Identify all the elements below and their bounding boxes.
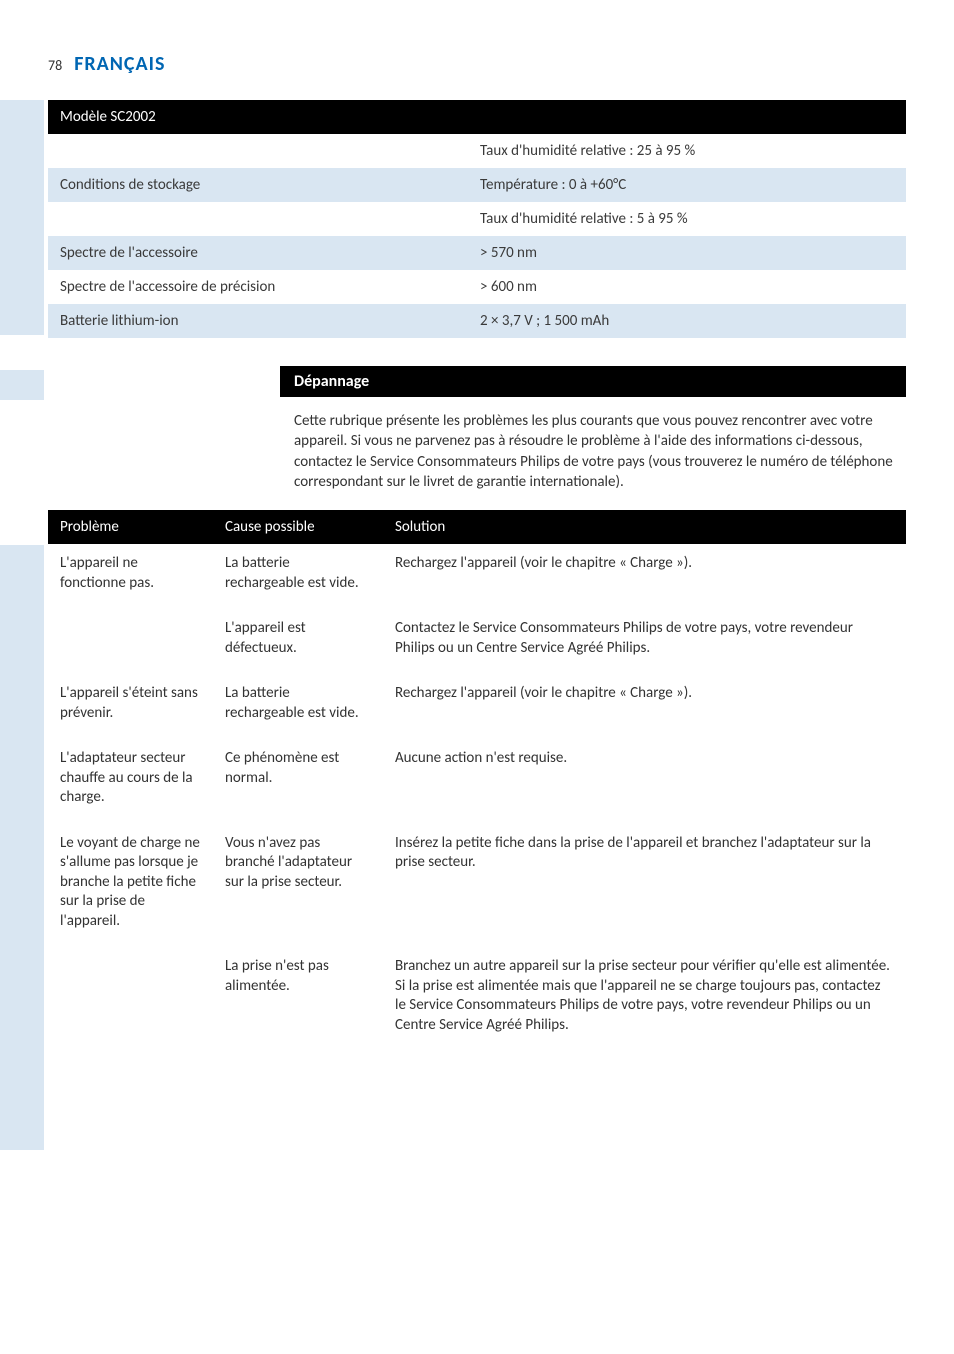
page-content: Modèle SC2002 Taux d'humidité relative :… (48, 100, 906, 1051)
cell-solution: Rechargez l'appareil (voir le chapitre «… (383, 544, 906, 609)
cell-problem (48, 609, 213, 674)
spec-label (48, 134, 468, 168)
section-title-wrap: Dépannage (48, 366, 906, 397)
th-cause: Cause possible (213, 510, 383, 544)
troubleshoot-row: L'appareil ne fonctionne pas.La batterie… (48, 544, 906, 609)
spec-label: Spectre de l'accessoire (48, 236, 468, 270)
spec-label: Conditions de stockage (48, 168, 468, 202)
language-title: FRANÇAIS (74, 52, 165, 76)
cell-cause: L'appareil est défectueux. (213, 609, 383, 674)
spec-label (48, 202, 468, 236)
troubleshoot-row: La prise n'est pas alimentée.Branchez un… (48, 947, 906, 1051)
spec-value: 2 × 3,7 V ; 1 500 mAh (468, 304, 906, 338)
spec-table: Modèle SC2002 Taux d'humidité relative :… (48, 100, 906, 338)
cell-solution: Aucune action n'est requise. (383, 739, 906, 824)
troubleshoot-row: Le voyant de charge ne s'allume pas lors… (48, 824, 906, 948)
cell-cause: La batterie rechargeable est vide. (213, 674, 383, 739)
spec-value: Taux d'humidité relative : 5 à 95 % (468, 202, 906, 236)
left-margin-marker-bottom (0, 545, 44, 1150)
cell-problem: L'appareil s'éteint sans prévenir. (48, 674, 213, 739)
troubleshoot-table: Problème Cause possible Solution L'appar… (48, 510, 906, 1051)
section-intro: Cette rubrique présente les problèmes le… (294, 411, 906, 492)
troubleshoot-row: L'appareil s'éteint sans prévenir.La bat… (48, 674, 906, 739)
cell-problem: L'appareil ne fonctionne pas. (48, 544, 213, 609)
cell-cause: La batterie rechargeable est vide. (213, 544, 383, 609)
troubleshoot-row: L'appareil est défectueux.Contactez le S… (48, 609, 906, 674)
spec-row: Spectre de l'accessoire de précision> 60… (48, 270, 906, 304)
spec-value: Température : 0 à +60°C (468, 168, 906, 202)
th-problem: Problème (48, 510, 213, 544)
left-margin-marker-mid (0, 370, 44, 400)
th-solution: Solution (383, 510, 906, 544)
spec-value: > 600 nm (468, 270, 906, 304)
cell-solution: Branchez un autre appareil sur la prise … (383, 947, 906, 1051)
cell-solution: Insérez la petite fiche dans la prise de… (383, 824, 906, 948)
spec-row: Taux d'humidité relative : 5 à 95 % (48, 202, 906, 236)
spec-row: Taux d'humidité relative : 25 à 95 % (48, 134, 906, 168)
spec-value: > 570 nm (468, 236, 906, 270)
spec-value: Taux d'humidité relative : 25 à 95 % (468, 134, 906, 168)
spec-label: Spectre de l'accessoire de précision (48, 270, 468, 304)
spec-label: Batterie lithium-ion (48, 304, 468, 338)
cell-problem: L'adaptateur secteur chauffe au cours de… (48, 739, 213, 824)
cell-cause: Vous n'avez pas branché l'adaptateur sur… (213, 824, 383, 948)
troubleshoot-row: L'adaptateur secteur chauffe au cours de… (48, 739, 906, 824)
spec-row: Conditions de stockageTempérature : 0 à … (48, 168, 906, 202)
cell-solution: Contactez le Service Consommateurs Phili… (383, 609, 906, 674)
cell-cause: La prise n'est pas alimentée. (213, 947, 383, 1051)
cell-solution: Rechargez l'appareil (voir le chapitre «… (383, 674, 906, 739)
cell-problem: Le voyant de charge ne s'allume pas lors… (48, 824, 213, 948)
section-title: Dépannage (280, 366, 906, 397)
spec-row: Spectre de l'accessoire> 570 nm (48, 236, 906, 270)
spec-row: Batterie lithium-ion2 × 3,7 V ; 1 500 mA… (48, 304, 906, 338)
page-number: 78 (48, 57, 62, 74)
left-margin-marker-top (0, 100, 44, 335)
spec-table-header: Modèle SC2002 (48, 100, 906, 134)
cell-problem (48, 947, 213, 1051)
cell-cause: Ce phénomène est normal. (213, 739, 383, 824)
page-header: 78 FRANÇAIS (48, 52, 165, 76)
